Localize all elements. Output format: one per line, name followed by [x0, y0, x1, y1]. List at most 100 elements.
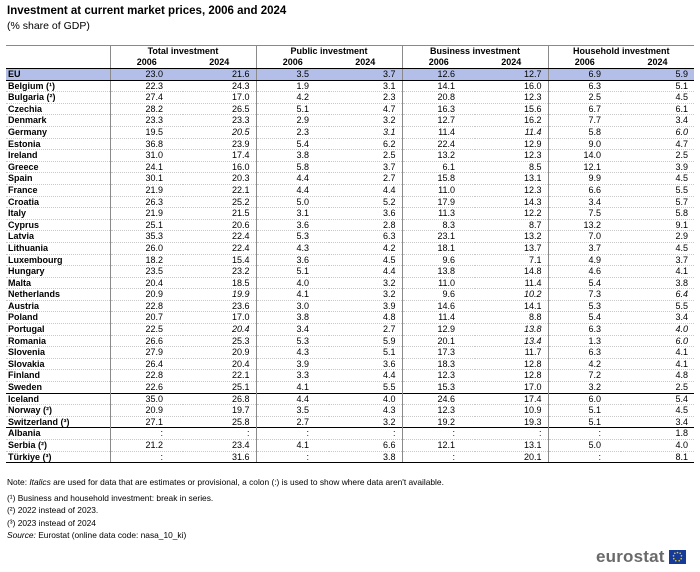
country-cell: Estonia: [6, 138, 110, 151]
value-cell: 16.3: [401, 103, 475, 116]
country-cell: Ireland: [6, 149, 110, 162]
value-cell: 17.3: [401, 346, 475, 359]
value-cell: 5.8: [255, 161, 329, 174]
table-row: Croatia 26.3 25.2 5.0 5.2 17.9 14.3 3.4 5.7: [6, 196, 694, 209]
value-cell: 3.7: [547, 242, 621, 255]
value-cell: 3.9: [255, 358, 329, 371]
value-cell: 14.1: [401, 80, 475, 93]
group-business-investment: Business investment: [401, 45, 548, 57]
country-cell: Netherlands: [6, 288, 110, 301]
value-cell: 4.6: [547, 265, 621, 278]
value-cell: 5.1: [621, 80, 694, 93]
country-cell: Germany: [6, 126, 110, 139]
value-cell: 4.5: [621, 404, 694, 417]
value-cell: 12.7: [475, 68, 548, 81]
table-body: EU 23.0 21.6 3.5 3.7 12.6 12.7 6.9 5.9 Belgium (¹…: [6, 68, 694, 464]
value-cell: :: [547, 451, 621, 464]
value-cell: 11.4: [475, 277, 548, 290]
value-cell: 23.3: [183, 114, 256, 127]
value-cell: 20.7: [109, 311, 183, 325]
country-cell: Albania: [6, 427, 110, 440]
value-cell: 9.9: [547, 172, 621, 185]
value-cell: 24.6: [401, 392, 475, 406]
value-cell: 22.4: [183, 230, 256, 243]
value-cell: 23.1: [401, 230, 475, 243]
country-cell: Denmark: [6, 114, 110, 127]
value-cell: 3.2: [329, 277, 402, 290]
value-cell: 4.8: [329, 311, 402, 325]
value-cell: 8.7: [475, 219, 548, 232]
value-cell: 2.7: [255, 416, 329, 429]
value-cell: 3.7: [621, 254, 694, 267]
value-cell: 3.3: [255, 369, 329, 383]
value-cell: 5.3: [255, 335, 329, 348]
value-cell: 8.3: [401, 219, 475, 232]
value-cell: 15.6: [475, 103, 548, 116]
table-row: Czechia 28.2 26.5 5.1 4.7 16.3 15.6 6.7 6.1: [6, 103, 694, 116]
country-cell: Spain: [6, 172, 110, 185]
value-cell: 6.7: [547, 103, 621, 116]
table-row: Poland 20.7 17.0 3.8 4.8 11.4 8.8 5.4 3.4: [6, 311, 694, 325]
value-cell: 15.8: [401, 172, 475, 185]
country-cell: Greece: [6, 161, 110, 174]
value-cell: 22.8: [109, 369, 183, 383]
value-cell: 3.1: [329, 126, 402, 139]
value-cell: 3.6: [255, 219, 329, 232]
value-cell: 12.1: [547, 161, 621, 174]
country-cell: Portugal: [6, 323, 110, 336]
eurostat-logo: eurostat: [596, 547, 686, 567]
table-row: Albania:::::::1.8: [6, 427, 694, 440]
value-cell: 4.3: [255, 242, 329, 255]
value-cell: 11.4: [475, 126, 548, 139]
value-cell: 16.2: [475, 114, 548, 127]
value-cell: 23.3: [109, 114, 183, 127]
value-cell: 20.1: [401, 335, 475, 348]
value-cell: 4.5: [621, 242, 694, 255]
value-cell: 4.4: [255, 172, 329, 185]
value-cell: 12.9: [401, 323, 475, 336]
value-cell: 10.2: [475, 288, 548, 301]
country-cell: Cyprus: [6, 219, 110, 232]
value-cell: 20.9: [109, 288, 183, 301]
value-cell: 18.2: [109, 254, 183, 267]
value-cell: :: [109, 451, 183, 464]
value-cell: 11.7: [475, 346, 548, 359]
value-cell: 2.5: [329, 149, 402, 162]
value-cell: 23.2: [183, 265, 256, 278]
table-title: Investment at current market prices, 200…: [7, 5, 287, 17]
value-cell: 13.1: [475, 172, 548, 185]
value-cell: 4.1: [255, 288, 329, 301]
value-cell: 25.1: [109, 219, 183, 232]
value-cell: 13.8: [401, 265, 475, 278]
value-cell: :: [401, 451, 475, 464]
group-total-investment: Total investment: [109, 45, 256, 57]
value-cell: 21.9: [109, 207, 183, 220]
country-cell: France: [6, 184, 110, 197]
value-cell: 14.6: [401, 300, 475, 313]
value-cell: 20.9: [109, 404, 183, 417]
value-cell: 8.8: [475, 311, 548, 325]
country-cell: Italy: [6, 207, 110, 220]
value-cell: 23.6: [183, 300, 256, 313]
value-cell: 6.1: [401, 161, 475, 174]
value-cell: 4.0: [329, 392, 402, 406]
value-cell: 36.8: [109, 138, 183, 151]
value-cell: 2.5: [621, 381, 694, 394]
value-cell: 2.8: [329, 219, 402, 232]
value-cell: 12.3: [401, 369, 475, 383]
value-cell: 13.4: [475, 335, 548, 348]
value-cell: 6.9: [547, 68, 621, 81]
value-cell: 5.4: [547, 277, 621, 290]
group-household-investment: Household investment: [547, 45, 694, 57]
value-cell: 7.0: [547, 230, 621, 243]
value-cell: 5.3: [255, 230, 329, 243]
value-cell: 11.3: [401, 207, 475, 220]
value-cell: 5.9: [329, 335, 402, 348]
value-cell: 6.3: [547, 323, 621, 336]
value-cell: 4.5: [621, 91, 694, 104]
value-cell: 11.0: [401, 277, 475, 290]
year-header: 2006: [109, 57, 183, 69]
investment-table: Total investment Public investment Busin…: [6, 45, 694, 464]
table-row: Türkiye (³):31.6:3.8:20.1:8.1: [6, 451, 694, 464]
value-cell: 27.9: [109, 346, 183, 359]
